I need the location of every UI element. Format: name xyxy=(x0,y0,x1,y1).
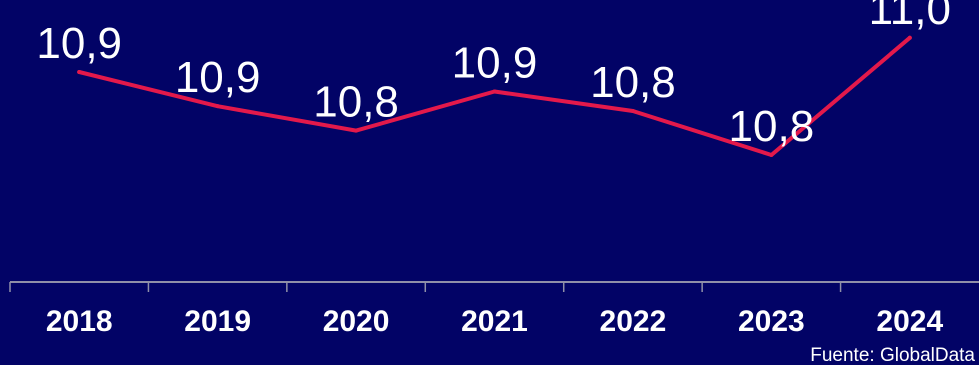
source-note: Fuente: GlobalData xyxy=(810,345,975,365)
data-label-2020: 10,8 xyxy=(313,78,399,127)
data-label-2023: 10,8 xyxy=(729,102,815,151)
x-tick-labels: 2018 2019 2020 2021 2022 2023 2024 xyxy=(46,305,944,338)
data-point-2019 xyxy=(215,104,220,109)
x-tick-label-2021: 2021 xyxy=(461,305,528,338)
x-tick-label-2018: 2018 xyxy=(46,305,113,338)
x-tick-label-2023: 2023 xyxy=(738,305,805,338)
data-point-2020 xyxy=(354,128,359,133)
data-label-2024: 11,0 xyxy=(869,0,951,34)
series-line-group xyxy=(77,35,912,157)
x-tick-label-2020: 2020 xyxy=(323,305,390,338)
data-label-2018: 10,9 xyxy=(36,19,122,68)
data-labels: 10,9 10,9 10,8 10,9 10,8 10,8 11,0 xyxy=(36,0,951,151)
data-point-2021 xyxy=(492,89,497,94)
x-tick-label-2022: 2022 xyxy=(600,305,667,338)
data-point-2018 xyxy=(77,69,82,74)
x-tick-label-2024: 2024 xyxy=(876,305,943,338)
data-label-2022: 10,8 xyxy=(590,58,676,107)
data-label-2021: 10,9 xyxy=(452,39,538,88)
data-label-2019: 10,9 xyxy=(175,53,261,102)
data-point-2022 xyxy=(630,109,635,114)
data-point-2024 xyxy=(907,35,912,40)
data-point-2023 xyxy=(769,153,774,157)
x-tick-label-2019: 2019 xyxy=(184,305,251,338)
x-axis xyxy=(9,281,979,292)
